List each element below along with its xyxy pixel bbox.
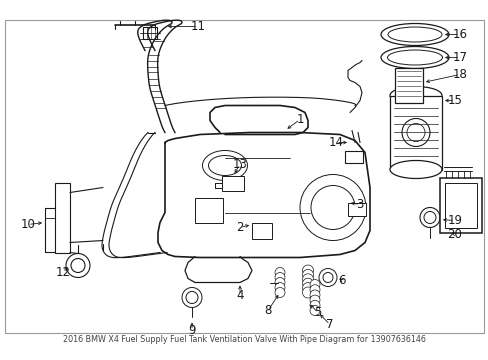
Text: 18: 18 [451, 68, 467, 81]
Text: 8: 8 [264, 304, 271, 317]
Text: 15: 15 [447, 94, 462, 107]
Circle shape [274, 273, 285, 283]
Text: 16: 16 [451, 28, 467, 41]
Circle shape [318, 269, 336, 287]
Circle shape [309, 306, 319, 315]
Ellipse shape [208, 156, 241, 176]
Ellipse shape [380, 23, 448, 45]
Ellipse shape [380, 46, 448, 68]
Bar [389, 95, 441, 170]
Text: 12: 12 [55, 266, 70, 279]
Ellipse shape [389, 86, 441, 104]
Circle shape [309, 300, 319, 310]
Circle shape [302, 269, 313, 280]
Circle shape [274, 267, 285, 278]
Circle shape [66, 253, 90, 278]
Circle shape [419, 207, 439, 228]
Text: 7: 7 [325, 318, 333, 331]
Bar [394, 68, 422, 103]
Circle shape [423, 212, 435, 224]
Bar [222, 176, 244, 190]
Text: 1: 1 [296, 113, 303, 126]
Circle shape [274, 278, 285, 288]
Circle shape [71, 258, 85, 273]
Bar [195, 198, 223, 222]
Circle shape [309, 290, 319, 300]
Text: 3: 3 [356, 198, 363, 211]
Text: 13: 13 [232, 158, 247, 171]
Text: 5: 5 [314, 306, 321, 319]
Bar [55, 183, 70, 252]
Circle shape [299, 175, 365, 240]
Circle shape [302, 287, 313, 298]
Ellipse shape [202, 150, 247, 180]
Text: 4: 4 [236, 289, 243, 302]
Circle shape [274, 283, 285, 292]
Text: 6: 6 [338, 274, 345, 287]
Bar [444, 183, 476, 228]
Circle shape [310, 185, 354, 230]
Text: 17: 17 [451, 51, 467, 64]
Circle shape [309, 285, 319, 295]
Bar [347, 202, 365, 216]
Bar [251, 222, 271, 238]
Circle shape [302, 278, 313, 289]
Text: 2: 2 [236, 221, 243, 234]
Circle shape [302, 283, 313, 294]
Text: 19: 19 [447, 214, 462, 227]
Circle shape [401, 118, 429, 147]
Bar [345, 150, 362, 162]
Text: 20: 20 [447, 228, 462, 241]
Circle shape [406, 123, 424, 141]
Text: 10: 10 [20, 218, 35, 231]
Text: 2016 BMW X4 Fuel Supply Fuel Tank Ventilation Valve With Pipe Diagram for 139076: 2016 BMW X4 Fuel Supply Fuel Tank Ventil… [63, 335, 425, 344]
Ellipse shape [389, 161, 441, 179]
Circle shape [309, 295, 319, 305]
Bar [142, 27, 157, 39]
Circle shape [182, 288, 202, 307]
Circle shape [185, 292, 198, 303]
Circle shape [274, 288, 285, 297]
Ellipse shape [386, 50, 442, 65]
Bar [439, 177, 481, 233]
Text: 14: 14 [328, 136, 343, 149]
Circle shape [302, 265, 313, 276]
Ellipse shape [387, 27, 441, 42]
Circle shape [302, 274, 313, 285]
Text: 9: 9 [188, 324, 195, 337]
Circle shape [323, 273, 332, 283]
Circle shape [309, 279, 319, 289]
Text: 11: 11 [190, 20, 205, 33]
